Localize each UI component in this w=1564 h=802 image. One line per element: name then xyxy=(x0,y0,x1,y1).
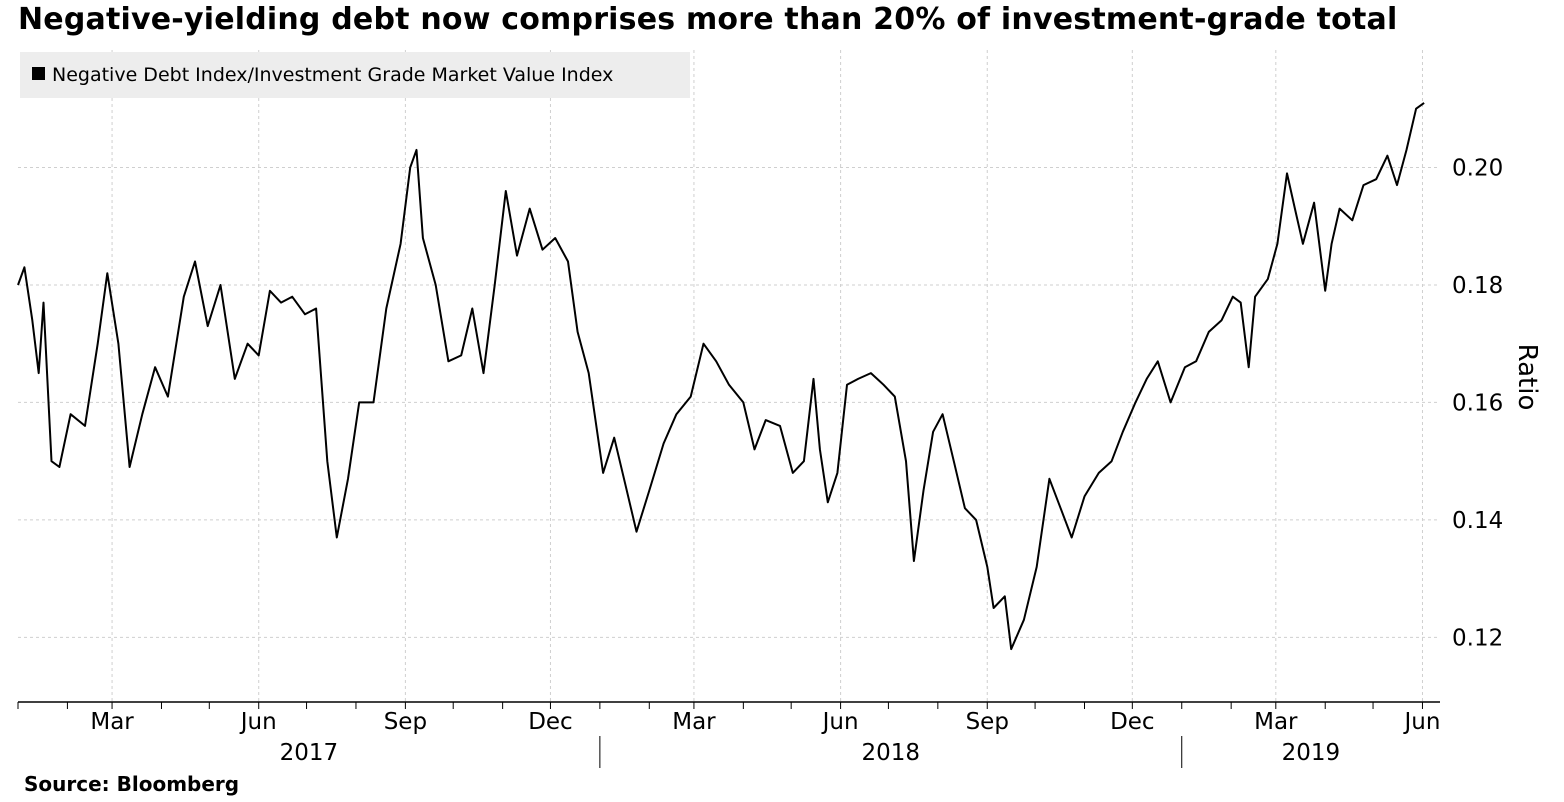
y-axis-label: Ratio xyxy=(1512,344,1542,411)
x-tick-label: Sep xyxy=(966,709,1009,735)
y-tick-label: 0.18 xyxy=(1452,273,1503,299)
series-group xyxy=(17,102,1425,651)
y-tick-label: 0.20 xyxy=(1452,155,1503,181)
x-tick-label: Jun xyxy=(1402,709,1440,735)
legend: Negative Debt Index/Investment Grade Mar… xyxy=(20,52,690,98)
x-tick-label: Jun xyxy=(239,709,277,735)
x-tick-label: Dec xyxy=(528,709,573,735)
x-tick-label: Mar xyxy=(90,709,134,735)
legend-background xyxy=(20,52,690,98)
y-axis-ticks: 0.20 0.18 0.16 0.14 0.12 xyxy=(1452,155,1503,651)
x-tick-label: Dec xyxy=(1110,709,1155,735)
gridlines xyxy=(18,50,1440,702)
y-tick-label: 0.12 xyxy=(1452,625,1503,651)
x-year-label: 2018 xyxy=(862,740,921,766)
x-year-label: 2017 xyxy=(280,740,339,766)
x-year-label: 2019 xyxy=(1282,740,1341,766)
series-line xyxy=(17,102,1425,651)
x-tick-label: Jun xyxy=(821,709,859,735)
source-note: Source: Bloomberg xyxy=(24,772,240,796)
x-tick-label: Mar xyxy=(1254,709,1298,735)
y-tick-label: 0.16 xyxy=(1452,390,1503,416)
y-tick-label: 0.14 xyxy=(1452,508,1503,534)
chart-title: Negative-yielding debt now comprises mor… xyxy=(18,2,1398,37)
x-tick-label: Mar xyxy=(672,709,716,735)
x-tick-label: Sep xyxy=(384,709,427,735)
legend-swatch xyxy=(32,67,45,80)
legend-label: Negative Debt Index/Investment Grade Mar… xyxy=(52,64,613,86)
